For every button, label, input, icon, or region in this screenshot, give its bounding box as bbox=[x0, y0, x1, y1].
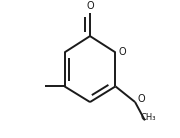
Text: CH₃: CH₃ bbox=[140, 113, 156, 122]
Text: O: O bbox=[138, 94, 145, 104]
Text: O: O bbox=[86, 1, 94, 11]
Text: O: O bbox=[119, 47, 126, 57]
